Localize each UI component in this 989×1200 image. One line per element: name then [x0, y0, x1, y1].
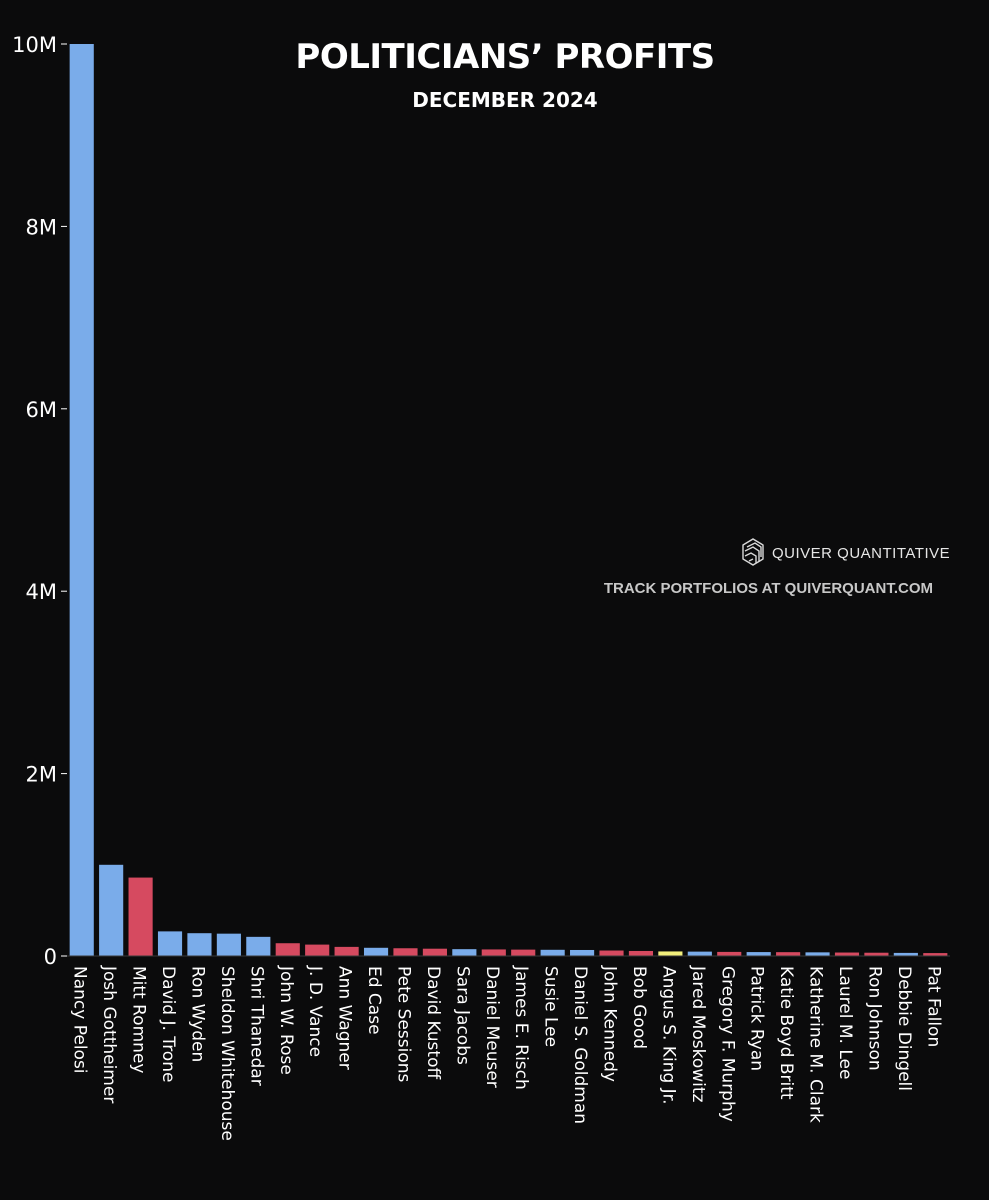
bar	[923, 953, 948, 956]
x-tick-label: Jared Moskowitz	[688, 965, 708, 1103]
bar	[481, 949, 506, 956]
bar	[893, 952, 918, 956]
x-tick-label: Shri Thanedar	[246, 966, 266, 1086]
x-tick-label: David Kustoff	[423, 966, 443, 1080]
bar	[834, 952, 860, 956]
bar	[99, 864, 124, 956]
x-tick-label: Laurel M. Lee	[835, 966, 855, 1079]
x-tick-label: Ron Johnson	[864, 966, 884, 1071]
x-tick-label: Pat Fallon	[923, 966, 943, 1047]
watermark-brand: QUIVER QUANTITATIVE	[772, 545, 950, 562]
x-tick-label: Sara Jacobs	[452, 966, 472, 1065]
bar	[452, 949, 477, 956]
x-tick-label: Ron Wyden	[187, 966, 207, 1062]
bar	[216, 933, 241, 956]
bar	[334, 946, 359, 956]
bar	[128, 877, 153, 956]
bar	[717, 951, 742, 956]
x-tick-label: Sheldon Whitehouse	[217, 966, 237, 1141]
bar	[422, 948, 447, 956]
x-axis: Nancy Pelosi Josh Gottheimer Mitt Romney Da…	[67, 955, 950, 1141]
y-tick-label: 8M	[26, 215, 57, 239]
bar	[511, 949, 536, 956]
x-tick-label: Daniel Meuser	[482, 966, 502, 1088]
bars	[69, 44, 948, 956]
x-tick-label: James E. Risch	[511, 965, 531, 1090]
x-tick-label: Debbie Dingell	[894, 966, 914, 1091]
watermark-tagline: TRACK PORTFOLIOS AT QUIVERQUANT.COM	[604, 580, 933, 597]
y-tick-label: 6M	[26, 398, 57, 422]
x-tick-label: David J. Trone	[158, 966, 178, 1082]
x-tick-label: Katie Boyd Britt	[776, 966, 796, 1100]
bar	[570, 949, 595, 956]
bar	[864, 952, 889, 956]
x-tick-label: Susie Lee	[541, 966, 561, 1047]
bar	[687, 951, 712, 956]
bar	[805, 952, 830, 956]
bar	[246, 936, 271, 956]
x-tick-label: Angus S. King Jr.	[658, 966, 678, 1105]
bar	[363, 947, 389, 956]
x-tick-label: Gregory F. Murphy	[717, 966, 737, 1122]
bar	[540, 949, 565, 956]
watermark: QUIVER QUANTITATIVE TRACK PORTFOLIOS AT …	[604, 538, 950, 597]
bar	[776, 952, 801, 956]
y-tick-label: 2M	[26, 763, 57, 787]
x-tick-label: John W. Rose	[276, 965, 296, 1075]
quiver-logo-icon	[742, 538, 764, 566]
x-tick-label: Bob Good	[629, 966, 649, 1049]
chart-subtitle: DECEMBER 2024	[412, 88, 597, 112]
y-tick-label: 4M	[26, 580, 57, 604]
chart-title: POLITICIANS’ PROFITS	[295, 37, 714, 77]
x-tick-label: J. D. Vance	[305, 965, 325, 1057]
x-tick-label: Pete Sessions	[393, 966, 413, 1082]
x-tick-label: Daniel S. Goldman	[570, 966, 590, 1124]
y-tick-label: 0	[44, 945, 57, 969]
x-tick-label: Mitt Romney	[129, 966, 149, 1073]
bar	[746, 952, 771, 956]
x-tick-label: Nancy Pelosi	[70, 966, 90, 1074]
bar	[157, 931, 183, 956]
x-tick-label: Ed Case	[364, 966, 384, 1035]
x-tick-label: Ann Wagner	[335, 966, 355, 1070]
bar	[305, 944, 330, 956]
x-tick-label: Josh Gottheimer	[99, 965, 119, 1103]
bar	[628, 950, 654, 956]
bar	[393, 948, 418, 956]
bar	[69, 44, 94, 956]
bar	[658, 951, 683, 956]
bar	[275, 943, 300, 956]
y-axis: 0 2M 4M 6M 8M 10M	[12, 33, 67, 969]
x-tick-label: Patrick Ryan	[747, 966, 767, 1071]
x-tick-label: John Kennedy	[600, 965, 620, 1082]
y-tick-label: 10M	[12, 33, 57, 57]
bar	[599, 950, 624, 956]
x-tick-label: Katherine M. Clark	[806, 966, 826, 1123]
bar	[187, 933, 212, 956]
